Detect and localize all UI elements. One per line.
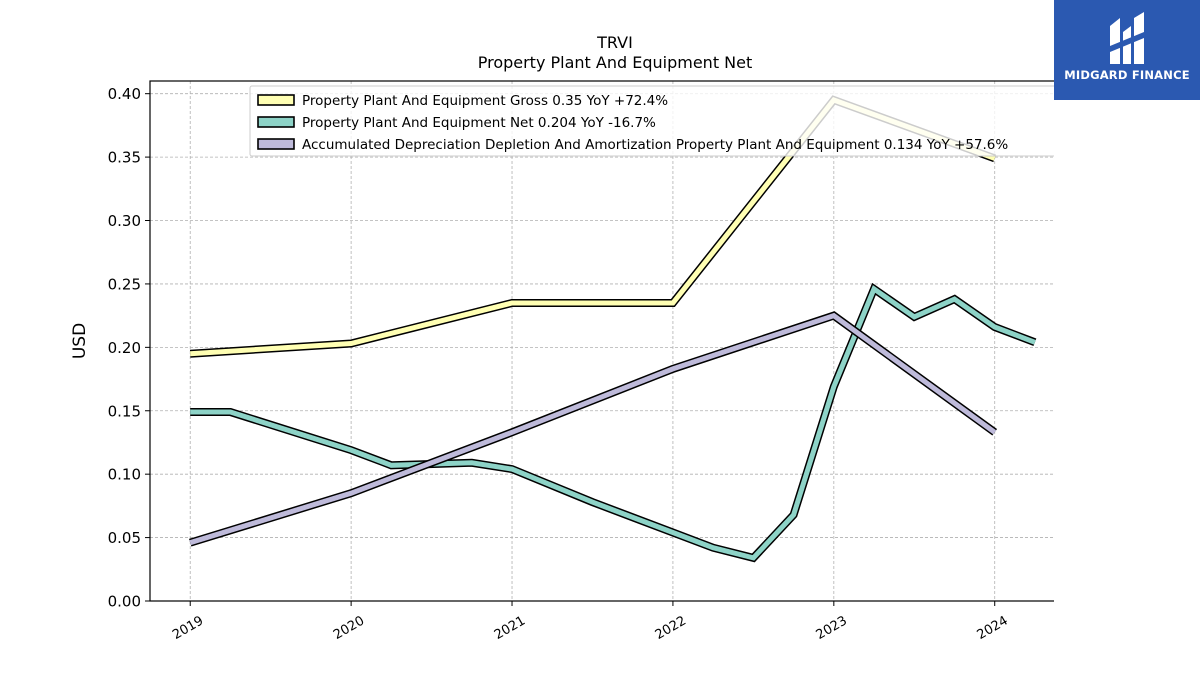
legend-label: Property Plant And Equipment Net 0.204 Y… [302,115,656,131]
y-tick-label: 0.40 [108,85,141,103]
legend: Property Plant And Equipment Gross 0.35 … [249,85,1054,157]
legend-label: Property Plant And Equipment Gross 0.35 … [302,93,668,109]
legend-swatch [257,94,295,106]
legend-swatch [257,138,295,150]
y-tick-label: 0.10 [108,466,141,484]
y-tick-label: 0.05 [108,529,141,547]
grid-lines [150,81,1054,602]
legend-box [249,85,1054,157]
y-tick-label: 0.15 [108,402,141,420]
x-axis: 2019 2020 2021 2022 2023 2024 [170,601,1011,643]
legend-swatch [257,116,295,128]
y-axis-label: USD [70,323,90,359]
series-line-outline-2 [190,282,1037,563]
series-lines [189,95,1037,563]
y-tick-label: 0.00 [108,593,141,611]
x-tick-label: 2020 [331,613,367,643]
chart-subtitle: Property Plant And Equipment Net [478,53,753,72]
x-tick-label: 2024 [975,613,1011,643]
y-tick-label: 0.20 [108,339,141,357]
brand-logo-text: MIDGARD FINANCE [1064,68,1190,82]
series-line-2 [190,285,1036,561]
y-axis: 0.00 0.05 0.10 0.15 0.20 0.25 0.30 0.35 0.40 [108,85,150,611]
midgard-finance-logo-icon [1110,12,1144,64]
plot-frame [149,80,1054,602]
brand-logo: MIDGARD FINANCE [1054,0,1200,100]
x-tick-label: 2023 [814,613,850,643]
series-line-3 [189,312,997,546]
y-tick-label: 0.35 [108,149,141,167]
x-tick-label: 2022 [653,613,689,643]
x-tick-label: 2021 [492,613,528,643]
line-chart: TRVI Property Plant And Equipment Net 0.… [70,33,1054,643]
y-tick-label: 0.25 [108,275,141,293]
x-tick-label: 2019 [170,613,206,643]
legend-label: Accumulated Depreciation Depletion And A… [302,137,1008,153]
chart-title: TRVI [596,33,633,52]
y-tick-label: 0.30 [108,212,141,230]
